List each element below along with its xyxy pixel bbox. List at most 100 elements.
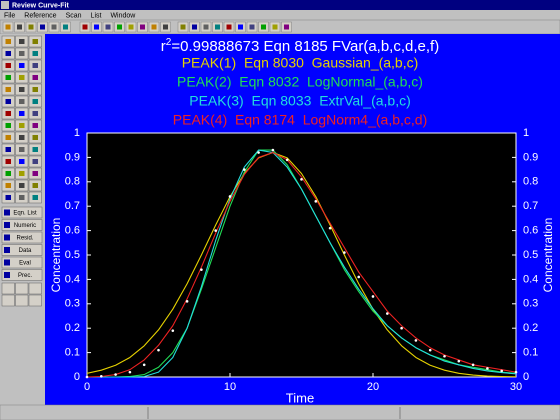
legend-entry: PEAK(2) Eqn 8032 LogNormal_(a,b,c) — [177, 74, 423, 90]
tool-icon — [32, 159, 38, 164]
menu-item[interactable]: Scan — [66, 12, 82, 19]
x-tick-label: 0 — [84, 381, 90, 393]
panel-button-label: Numeric — [14, 223, 36, 229]
toolbar-icon — [17, 24, 22, 30]
toolbar-icon — [163, 24, 168, 30]
tool-button[interactable] — [28, 294, 42, 307]
toolbar-icon — [151, 24, 157, 30]
toolbar-icon — [117, 24, 122, 30]
data-point — [85, 375, 89, 379]
y2-tick-label: 0.7 — [523, 200, 538, 212]
data-point — [414, 339, 418, 342]
title-rest: =0.99888673 Eqn 8185 FVar(a,b,c,d,e,f) — [171, 38, 439, 55]
panel-button-icon — [4, 234, 10, 241]
panel-button[interactable] — [1, 231, 43, 244]
panel-button-label: Resid. — [16, 236, 33, 242]
fit-curve — [86, 151, 517, 378]
plot-area — [87, 133, 516, 377]
tool-icon — [19, 111, 25, 116]
toolbar-icon — [94, 24, 99, 30]
menu-item[interactable]: Window — [110, 12, 136, 19]
app-icon[interactable] — [1, 1, 9, 9]
legend-entry: PEAK(1) Eqn 8030 Gaussian_(a,b,c) — [182, 55, 419, 71]
panel-button-icon — [4, 209, 10, 216]
panel-button[interactable] — [1, 219, 43, 231]
y-tick-label: 0.1 — [65, 347, 80, 359]
tool-icon — [19, 75, 25, 80]
tool-icon — [19, 87, 25, 92]
data-point — [157, 348, 160, 352]
data-point — [200, 268, 203, 271]
tool-button[interactable] — [15, 294, 29, 307]
toolbar-icon — [63, 24, 68, 30]
toolbar-icon — [5, 24, 11, 30]
y-tick-label: 0.7 — [65, 200, 80, 212]
toolbar-icon — [40, 24, 45, 30]
y2-tick-label: 0.9 — [523, 151, 538, 163]
panel-button-label: Eqn. List — [13, 211, 37, 217]
tool-icon — [32, 39, 38, 44]
tool-icon — [5, 39, 11, 44]
panel-button[interactable] — [1, 206, 43, 219]
tool-button[interactable] — [15, 282, 29, 295]
tool-icon — [19, 123, 25, 128]
y2-tick-label: 0.4 — [523, 273, 538, 285]
tool-icon — [32, 195, 38, 200]
tool-icon — [32, 63, 38, 68]
toolbar-icon — [284, 24, 289, 30]
tool-icon — [32, 111, 38, 116]
y2-tick-label: 0.5 — [523, 249, 538, 261]
data-point — [243, 168, 246, 171]
y-tick-label: 0.8 — [65, 176, 80, 188]
tool-icon — [19, 39, 25, 44]
tool-icon — [5, 171, 11, 176]
status-bar — [0, 404, 560, 420]
panel-button[interactable] — [1, 256, 43, 269]
data-point — [285, 158, 289, 162]
tool-icon — [5, 63, 11, 68]
panel-button[interactable] — [1, 244, 43, 256]
tool-icon — [5, 147, 11, 152]
y2-tick-label: 0 — [523, 371, 529, 383]
toolbar-icon — [249, 24, 255, 30]
toolbar-icon — [82, 24, 88, 30]
title-prefix: r — [161, 38, 166, 55]
tool-icon — [19, 171, 25, 176]
fit-curve — [87, 149, 517, 378]
menu-item[interactable]: List — [91, 12, 102, 19]
tool-button[interactable] — [28, 282, 42, 295]
data-point — [328, 226, 332, 230]
tool-button[interactable] — [1, 294, 15, 307]
data-point — [300, 178, 303, 181]
tool-icon — [19, 183, 25, 188]
panel-button-icon — [4, 272, 10, 278]
y-tick-label: 0 — [74, 371, 80, 383]
tool-icon — [5, 51, 11, 56]
tool-icon — [19, 135, 25, 140]
y-tick-label: 0.5 — [65, 249, 80, 261]
y-tick-label: 0.4 — [65, 273, 80, 285]
tool-icon — [19, 147, 25, 152]
data-point — [386, 312, 389, 315]
data-point — [500, 369, 504, 373]
tool-icon — [5, 135, 11, 140]
y-tick-label: 0.3 — [65, 298, 80, 310]
tool-icon — [5, 195, 11, 200]
panel-button[interactable] — [1, 269, 43, 281]
tool-icon — [32, 75, 38, 80]
panel-button-icon — [4, 247, 10, 253]
menu-item[interactable]: File — [4, 12, 15, 19]
tool-icon — [32, 51, 38, 56]
tool-icon — [5, 87, 11, 92]
tool-icon — [32, 171, 38, 176]
menu-item[interactable]: Reference — [24, 12, 56, 19]
toolbar-icon — [272, 24, 278, 30]
tool-button[interactable] — [1, 282, 15, 295]
toolbar-icon — [203, 24, 209, 30]
tool-icon — [32, 99, 38, 104]
tool-icon — [5, 111, 11, 116]
x-tick-label: 20 — [367, 381, 379, 393]
panel-button-label: Prec. — [18, 273, 32, 279]
x-tick-label: 30 — [510, 381, 522, 393]
